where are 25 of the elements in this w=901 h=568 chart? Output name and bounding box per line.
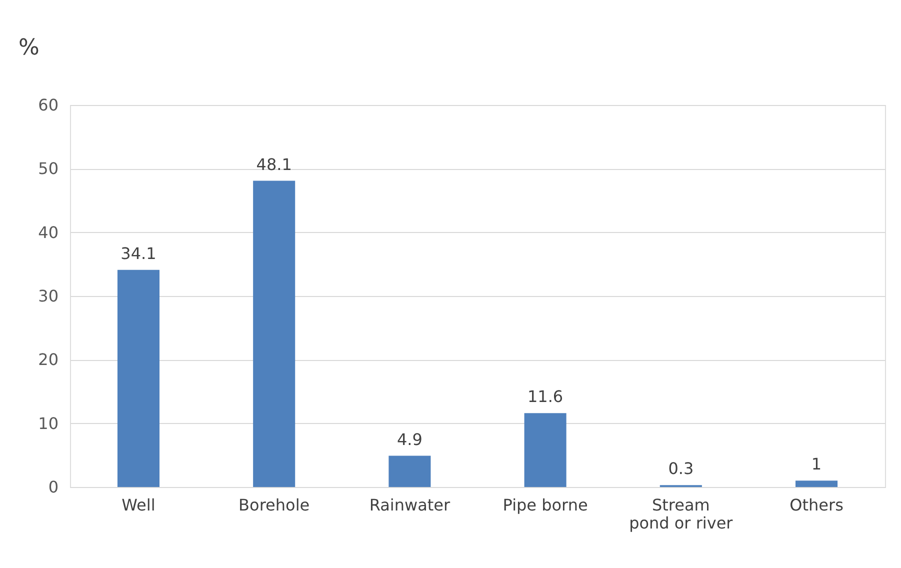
x-tick-label: Borehole — [238, 496, 310, 514]
bar — [117, 270, 160, 487]
data-label: 4.9 — [396, 430, 422, 449]
bar — [796, 480, 838, 487]
y-tick-label: 10 — [38, 414, 58, 433]
data-label: 48.1 — [256, 154, 292, 174]
data-label: 11.6 — [527, 387, 564, 406]
y-tick-label: 60 — [38, 96, 58, 114]
y-axis-title: % — [18, 36, 40, 60]
x-tick-label: Others — [790, 496, 844, 514]
bar — [253, 180, 296, 487]
x-tick-label: Well — [122, 496, 156, 514]
x-tick-label: Stream pond or river — [629, 496, 734, 532]
y-tick-label: 20 — [38, 350, 58, 370]
data-label: 0.3 — [668, 459, 694, 478]
x-tick-label: Pipe borne — [502, 496, 588, 514]
y-tick-label: 30 — [38, 286, 58, 306]
data-label: 34.1 — [120, 244, 156, 263]
y-tick-label: 50 — [38, 159, 58, 178]
bar — [524, 413, 566, 487]
x-tick-label: Rainwater — [369, 496, 450, 514]
y-tick-label: 40 — [38, 222, 58, 242]
y-tick-label: 0 — [48, 478, 58, 496]
bar — [388, 456, 431, 487]
data-label: 1 — [811, 454, 822, 474]
